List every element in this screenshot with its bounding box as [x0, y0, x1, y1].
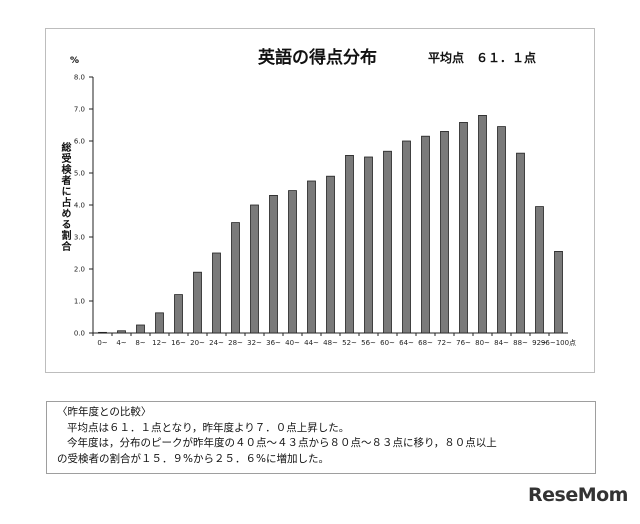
bar: [117, 330, 126, 334]
x-tick-label: 16~: [171, 339, 186, 347]
bar: [98, 331, 107, 334]
comparison-line-2: 今年度は，分布のピークが昨年度の４０点～４３点から８０点～８３点に移り，８０点以…: [67, 437, 497, 449]
y-tick-label: 2.0: [74, 266, 85, 274]
bar: [155, 312, 164, 334]
x-tick-label: 8~: [135, 339, 145, 347]
bar: [402, 140, 411, 334]
x-tick-label: 12~: [152, 339, 167, 347]
bar: [535, 206, 544, 334]
chart-bars: [98, 115, 563, 334]
bar: [231, 222, 240, 334]
x-tick-label: 20~: [190, 339, 205, 347]
y-ticks: 0.0 1.0 2.0 3.0 4.0 5.0 6.0 7.0 8.0: [74, 74, 93, 338]
bar: [497, 126, 506, 334]
chart-plot: 0.0 1.0 2.0 3.0 4.0 5.0 6.0 7.0 8.0 0~ 4~ 8~ 12~ 16~…: [74, 74, 576, 348]
bar: [364, 156, 373, 334]
chart-subtitle: 平均点 ６１．１点: [428, 51, 537, 65]
y-tick-label: 1.0: [74, 298, 85, 306]
bar: [345, 154, 354, 334]
x-tick-label: 84~: [494, 339, 509, 347]
comparison-line-3: の受検者の割合が１５．９%から２５．６%に増加した。: [57, 452, 329, 465]
y-axis-unit: %: [70, 56, 80, 66]
x-tick-label: 56~: [361, 339, 376, 347]
y-tick-label: 0.0: [74, 330, 85, 338]
bar: [554, 250, 563, 334]
x-tick-label: 36~: [266, 339, 281, 347]
bar: [174, 294, 183, 334]
x-tick-label: 72~: [437, 339, 452, 347]
bar: [440, 130, 449, 334]
x-tick-label: 96~100点: [541, 339, 576, 347]
y-tick-label: 5.0: [74, 170, 85, 178]
x-tick-label: 52~: [342, 339, 357, 347]
bar: [459, 122, 468, 334]
y-tick-label: 4.0: [74, 202, 85, 210]
bar: [212, 252, 221, 334]
x-tick-label: 0~: [97, 339, 107, 347]
bar: [478, 115, 487, 334]
y-tick-label: 7.0: [74, 106, 85, 114]
x-tick-label: 88~: [513, 339, 528, 347]
bar: [516, 152, 525, 334]
x-tick-label: 40~: [285, 339, 300, 347]
x-tick-label: 64~: [399, 339, 414, 347]
bar: [136, 324, 145, 334]
resemom-logo: ReseMom: [528, 484, 628, 506]
x-tick-label: 68~: [418, 339, 433, 347]
x-tick-label: 60~: [380, 339, 395, 347]
chart-title: 英語の得点分布: [258, 48, 377, 68]
x-tick-label: 24~: [209, 339, 224, 347]
x-tick-label: 32~: [247, 339, 262, 347]
bar: [307, 180, 316, 334]
y-axis-label: 総受検者に占める割合: [59, 142, 70, 252]
bar: [250, 204, 259, 334]
x-tick-label: 48~: [323, 339, 338, 347]
x-tick-label: 28~: [228, 339, 243, 347]
x-tick-label: 80~: [475, 339, 490, 347]
x-tick-label: 44~: [304, 339, 319, 347]
comparison-heading: 〈昨年度との比較〉: [57, 406, 152, 418]
comparison-line-1: 平均点は６１．１点となり，昨年度より７．０点上昇した。: [67, 421, 350, 434]
bar: [288, 190, 297, 334]
bar: [421, 135, 430, 334]
x-tick-label: 4~: [116, 339, 126, 347]
y-tick-label: 6.0: [74, 138, 85, 146]
y-tick-label: 3.0: [74, 234, 85, 242]
x-tick-label: 92~: [532, 339, 547, 347]
comparison-box: 〈昨年度との比較〉 平均点は６１．１点となり，昨年度より７．０点上昇した。 今年…: [46, 401, 596, 474]
x-ticks: 0~ 4~ 8~ 12~ 16~ 20~ 24~ 28~ 32~ 36~ 40~ 44~ 48~ 52~ 5…: [92, 333, 576, 347]
bar: [193, 271, 202, 334]
bar: [383, 150, 392, 334]
bar: [326, 175, 335, 334]
x-tick-label: 76~: [456, 339, 471, 347]
y-tick-label: 8.0: [74, 74, 85, 82]
bar: [269, 194, 278, 334]
